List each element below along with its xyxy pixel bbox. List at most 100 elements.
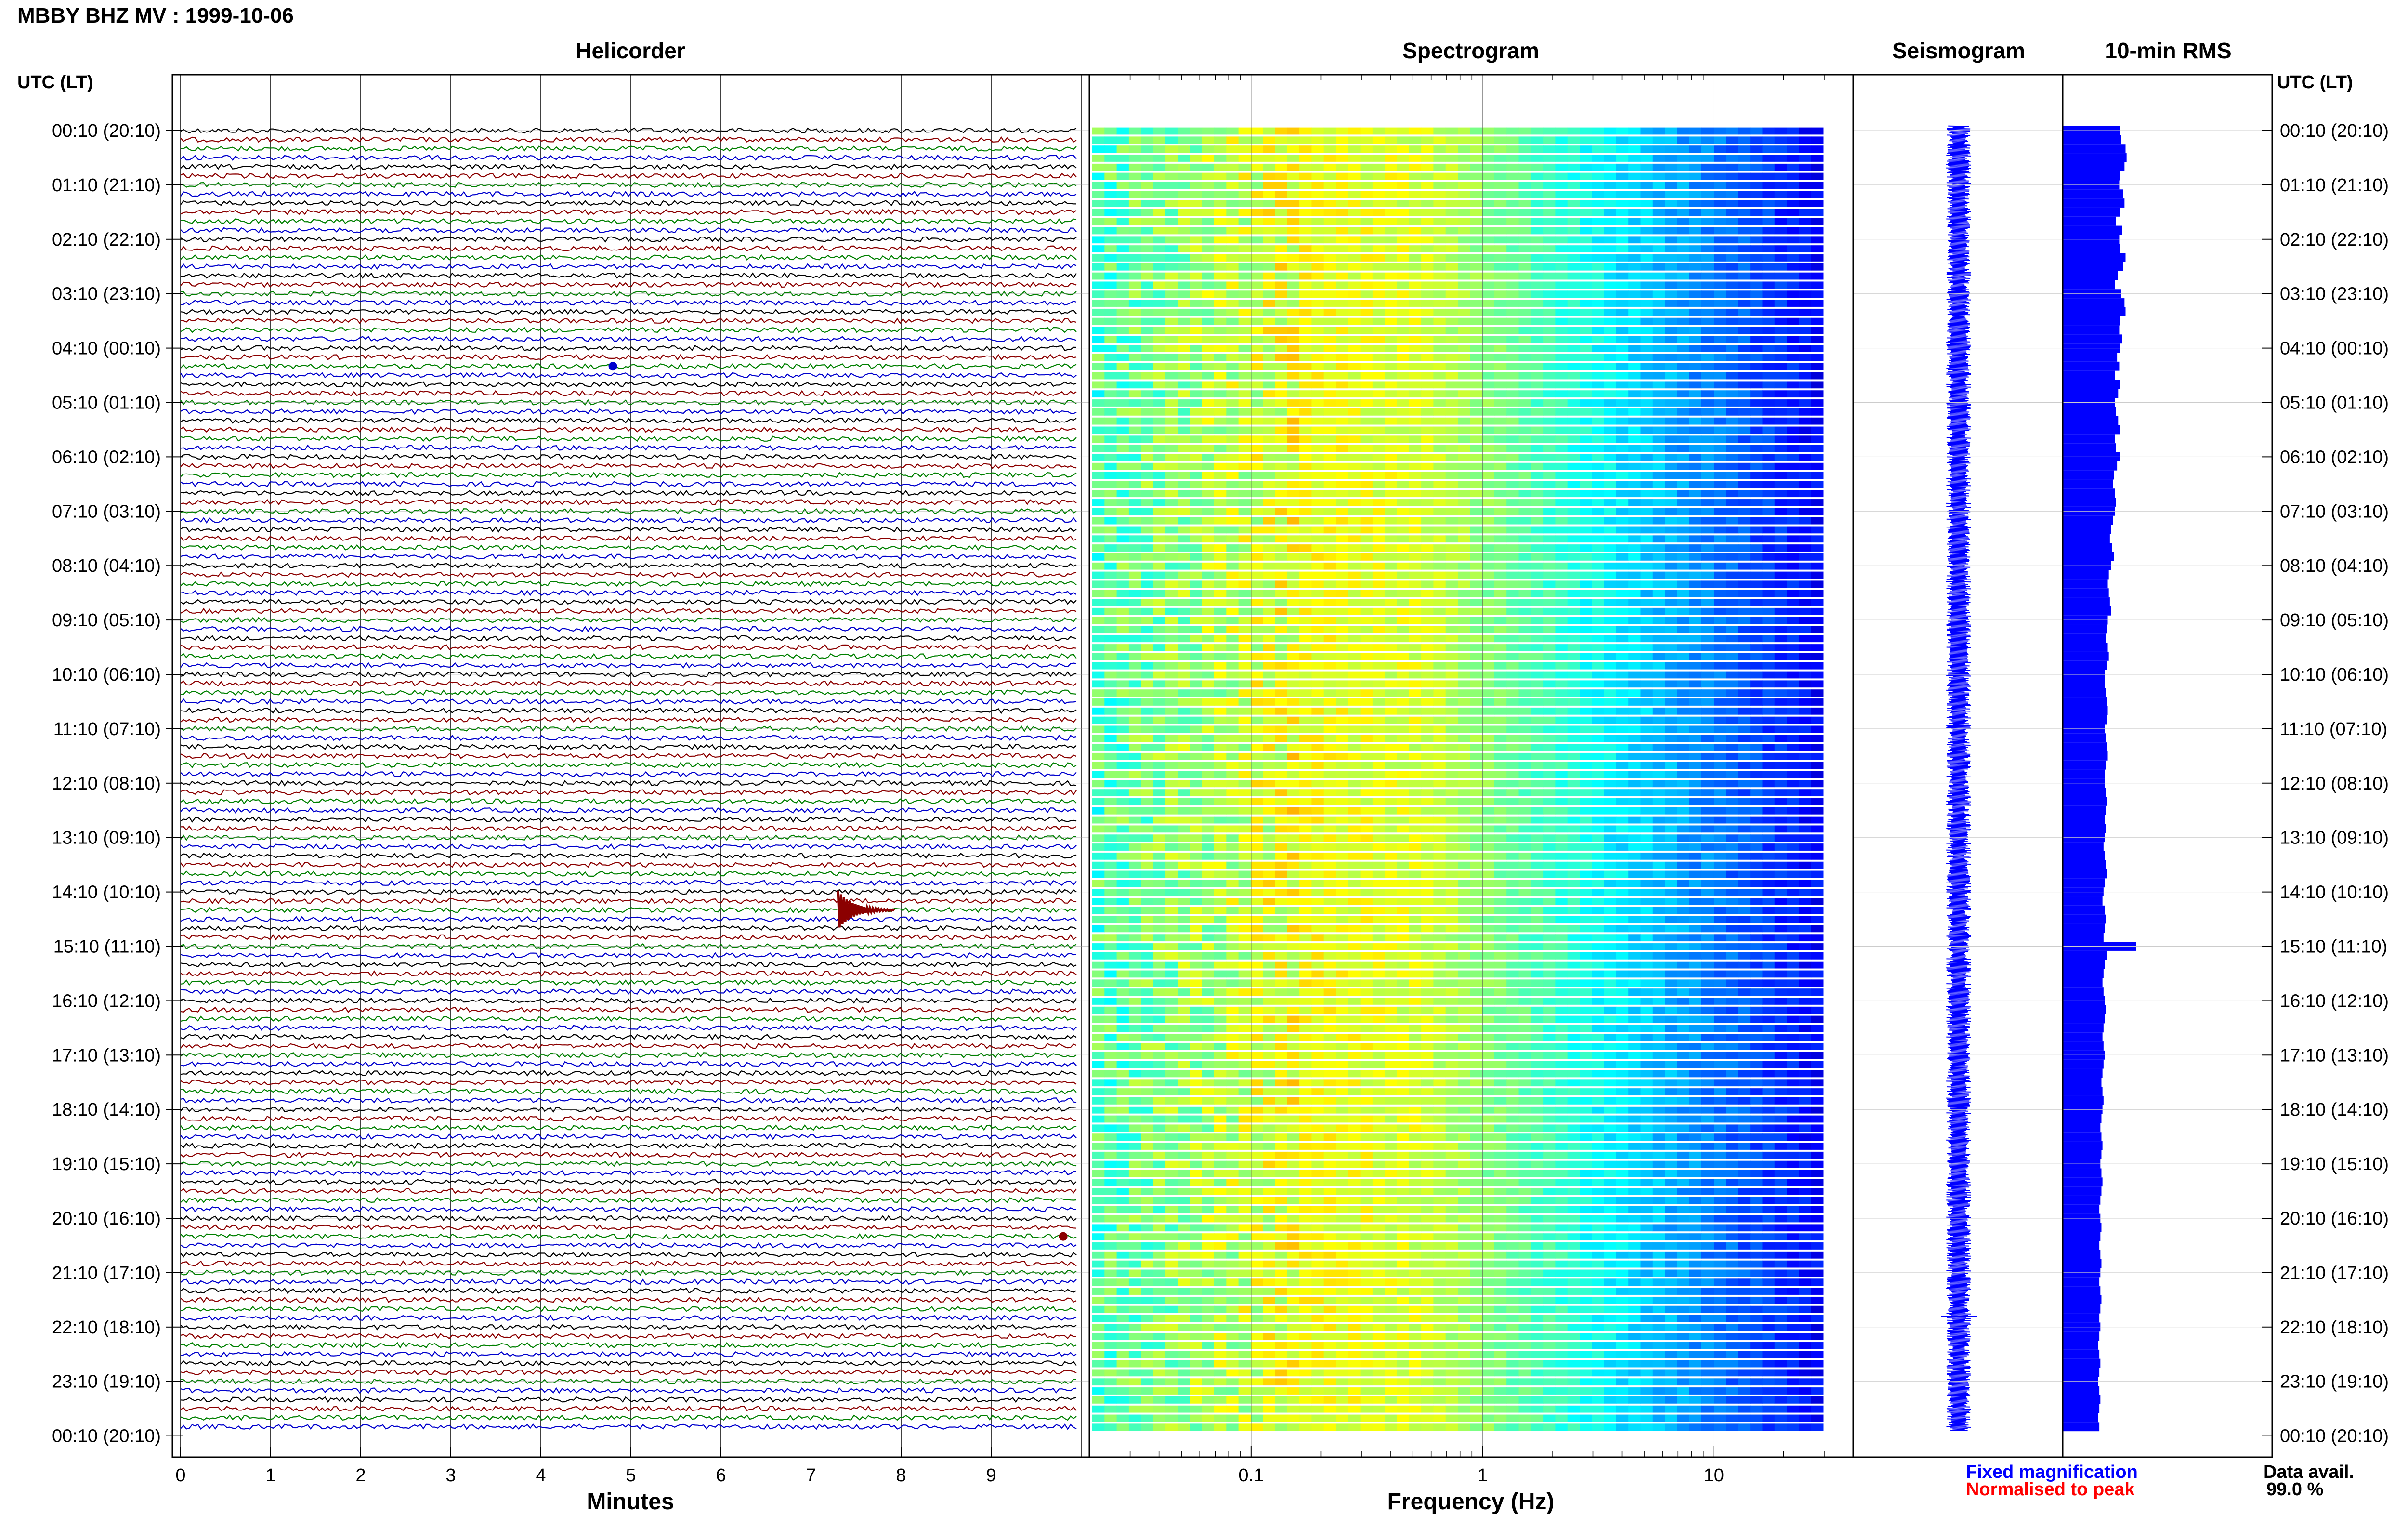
spectrogram-cell — [1311, 499, 1324, 506]
spectrogram-cell — [1750, 508, 1763, 515]
spectrogram-cell — [1641, 789, 1653, 796]
spectrogram-cell — [1482, 644, 1495, 651]
spectrogram-cell — [1336, 463, 1348, 470]
spectrogram-cell — [1470, 128, 1482, 135]
spectrogram-cell — [1348, 544, 1361, 552]
spectrogram-cell — [1531, 490, 1544, 497]
spectrogram-cell — [1251, 390, 1263, 397]
spectrogram-cell — [1726, 336, 1739, 343]
spectrogram-cell — [1385, 155, 1397, 162]
spectrogram-cell — [1397, 164, 1410, 171]
spectrogram-cell — [1689, 753, 1702, 760]
spectrogram-cell — [1750, 789, 1763, 796]
spectrogram-cell — [1458, 563, 1470, 570]
spectrogram-cell — [1226, 145, 1239, 153]
spectrogram-cell — [1701, 300, 1714, 307]
spectrogram-cell — [1263, 300, 1275, 307]
spectrogram-cell — [1202, 544, 1215, 552]
spectrogram-cell — [1677, 499, 1689, 506]
spectrogram-cell — [1129, 563, 1141, 570]
helicorder-trace — [181, 382, 1076, 387]
spectrogram-cell — [1141, 327, 1153, 334]
spectrogram-cell — [1165, 527, 1178, 534]
spectrogram-cell — [1178, 145, 1190, 153]
spectrogram-cell — [1482, 290, 1495, 298]
spectrogram-cell — [1361, 309, 1373, 316]
spectrogram-cell — [1311, 708, 1324, 715]
spectrogram-cell — [1580, 145, 1592, 153]
spectrogram-cell — [1653, 771, 1665, 778]
spectrogram-cell — [1750, 553, 1763, 561]
spectrogram-cell — [1433, 780, 1446, 787]
spectrogram-cell — [1580, 698, 1592, 706]
spectrogram-cell — [1165, 445, 1178, 452]
spectrogram-cell — [1226, 807, 1239, 815]
spectrogram-cell — [1726, 517, 1739, 525]
spectrogram-cell — [1165, 173, 1178, 180]
spectrogram-cell — [1677, 762, 1689, 769]
spectrogram-cell — [1653, 499, 1665, 506]
spectrogram-cell — [1738, 445, 1751, 452]
spectrogram-cell — [1811, 472, 1824, 479]
spectrogram-cell — [1458, 680, 1470, 687]
spectrogram-cell — [1726, 399, 1739, 407]
spectrogram-cell — [1738, 644, 1751, 651]
spectrogram-cell — [1311, 263, 1324, 271]
spectrogram-cell — [1092, 508, 1105, 515]
spectrogram-cell — [1665, 263, 1677, 271]
spectrogram-cell — [1226, 381, 1239, 388]
spectrogram-cell — [1482, 472, 1495, 479]
spectrogram-cell — [1433, 762, 1446, 769]
spectrogram-cell — [1506, 372, 1519, 380]
spectrogram-cell — [1178, 300, 1190, 307]
spectrogram-cell — [1568, 717, 1580, 724]
helicorder-trace — [181, 1198, 1076, 1202]
spectrogram-cell — [1129, 499, 1141, 506]
spectrogram-cell — [1604, 698, 1617, 706]
spectrogram-cell — [1348, 672, 1361, 679]
spectrogram-cell — [1348, 300, 1361, 307]
spectrogram-cell — [1701, 517, 1714, 525]
spectrogram-cell — [1689, 454, 1702, 461]
spectrogram-cell — [1226, 327, 1239, 334]
spectrogram-cell — [1129, 580, 1141, 588]
spectrogram-cell — [1604, 173, 1617, 180]
spectrogram-cell — [1141, 689, 1153, 697]
spectrogram-cell — [1506, 563, 1519, 570]
spectrogram-cell — [1336, 735, 1348, 742]
spectrogram-cell — [1324, 626, 1336, 633]
spectrogram-cell — [1726, 708, 1739, 715]
spectrogram-cell — [1568, 390, 1580, 397]
spectrogram-cell — [1555, 418, 1568, 425]
spectrogram-cell — [1604, 744, 1617, 751]
helicorder-trace — [181, 1261, 1076, 1266]
spectrogram-cell — [1494, 245, 1507, 252]
spectrogram-cell — [1348, 689, 1361, 697]
spectrogram-cell — [1446, 807, 1458, 815]
spectrogram-cell — [1738, 762, 1751, 769]
spectrogram-cell — [1446, 408, 1458, 416]
spectrogram-cell — [1348, 472, 1361, 479]
spectrogram-cell — [1409, 435, 1422, 443]
spectrogram-cell — [1324, 771, 1336, 778]
helicorder-trace — [181, 1279, 1076, 1284]
spectrogram-cell — [1348, 372, 1361, 380]
spectrogram-cell — [1141, 698, 1153, 706]
spectrogram-cell — [1482, 273, 1495, 280]
spectrogram-cell — [1494, 281, 1507, 289]
spectrogram-cell — [1750, 245, 1763, 252]
spectrogram-cell — [1361, 572, 1373, 579]
spectrogram-cell — [1311, 445, 1324, 452]
spectrogram-cell — [1263, 445, 1275, 452]
spectrogram-cell — [1336, 680, 1348, 687]
spectrogram-cell — [1263, 191, 1275, 198]
spectrogram-cell — [1787, 399, 1799, 407]
spectrogram-cell — [1275, 535, 1288, 542]
spectrogram-cell — [1129, 653, 1141, 660]
spectrogram-cell — [1726, 155, 1739, 162]
spectrogram-cell — [1165, 572, 1178, 579]
spectrogram-cell — [1251, 580, 1263, 588]
spectrogram-cell — [1336, 173, 1348, 180]
helicorder-trace — [181, 1334, 1076, 1339]
spectrogram-cell — [1165, 689, 1178, 697]
